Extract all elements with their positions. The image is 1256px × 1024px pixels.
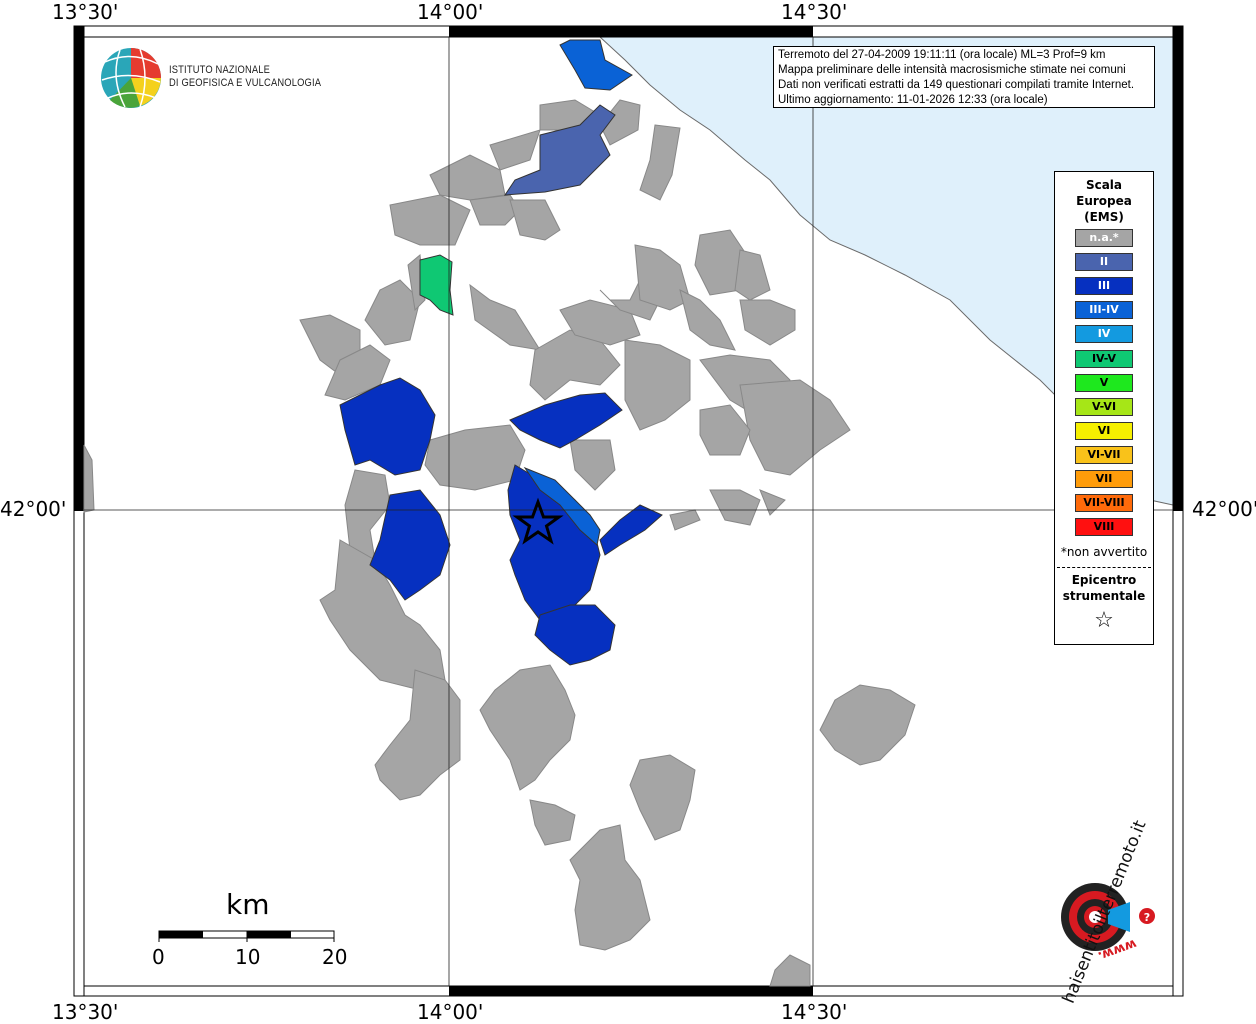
legend-star-icon: ☆ [1094, 608, 1114, 633]
legend-epicenter-label: Epicentro strumentale [1055, 572, 1153, 604]
legend-item: VIII [1075, 518, 1133, 537]
legend-item: VI [1075, 421, 1133, 440]
epicenter-label-line: Epicentro [1071, 573, 1137, 587]
coord-bottom-mid: 14°00' [417, 1000, 484, 1024]
legend-item: VII [1075, 470, 1133, 488]
coord-top-right: 14°30' [781, 0, 848, 24]
epicenter-label-line: strumentale [1062, 589, 1146, 603]
event-subtitle: Mappa preliminare delle intensità macros… [778, 64, 1126, 76]
legend-title-line: Europea [1076, 194, 1132, 208]
coord-top-mid: 14°00' [417, 0, 484, 24]
coord-bottom-left: 13°30' [52, 1000, 119, 1024]
ingv-logo-icon [101, 48, 161, 108]
event-data-note: Dati non verificati estratti da 149 ques… [778, 79, 1135, 91]
scale-tick-20: 20 [322, 945, 348, 969]
frame-border [73, 25, 1184, 997]
legend-item: VI-VII [1075, 445, 1133, 464]
legend-divider [1057, 567, 1151, 568]
haisentito-logo-icon: ? [1061, 883, 1155, 951]
legend-title-line: (EMS) [1084, 210, 1124, 224]
legend-item: III [1075, 277, 1133, 296]
scale-unit: km [226, 888, 270, 921]
svg-text:?: ? [1144, 911, 1150, 924]
legend-note: *non avvertito [1060, 545, 1148, 559]
event-info-box: Terremoto del 27-04-2009 19:11:11 (ora l… [773, 46, 1155, 108]
scale-bar [158, 930, 335, 942]
scale-tick-10: 10 [235, 945, 261, 969]
legend-item: n.a.* [1075, 229, 1133, 247]
legend-item: III-IV [1075, 301, 1133, 320]
legend-title-line: Scala [1085, 178, 1123, 192]
legend-item: VII-VIII [1075, 494, 1133, 513]
legend-title: Scala Europea (EMS) [1055, 177, 1153, 225]
ingv-line1: ISTITUTO NAZIONALE [169, 64, 271, 76]
legend-item: V [1075, 373, 1133, 392]
coord-right: 42°00' [1192, 497, 1256, 521]
scale-tick-0: 0 [152, 945, 165, 969]
coord-top-left: 13°30' [52, 0, 119, 24]
legend-item: II [1075, 253, 1133, 272]
coord-bottom-right: 14°30' [781, 1000, 848, 1024]
municipalities-felt [339, 39, 663, 666]
event-updated: Ultimo aggiornamento: 11-01-2026 12:33 (… [778, 94, 1048, 106]
graticule [84, 37, 1173, 986]
event-title: Terremoto del 27-04-2009 19:11:11 (ora l… [778, 49, 1106, 61]
legend-item: IV-V [1075, 349, 1133, 368]
legend-item: IV [1075, 325, 1133, 344]
legend-item: V-VI [1075, 397, 1133, 416]
ingv-line2: DI GEOFISICA E VULCANOLOGIA [169, 77, 322, 89]
ingv-institute-name: ISTITUTO NAZIONALE DI GEOFISICA E VULCAN… [169, 64, 321, 90]
epicenter-star [512, 497, 564, 545]
ems-legend: Scala Europea (EMS) n.a.* II III III-IV IV IV… [1054, 171, 1154, 645]
coord-left: 42°00' [0, 497, 67, 521]
